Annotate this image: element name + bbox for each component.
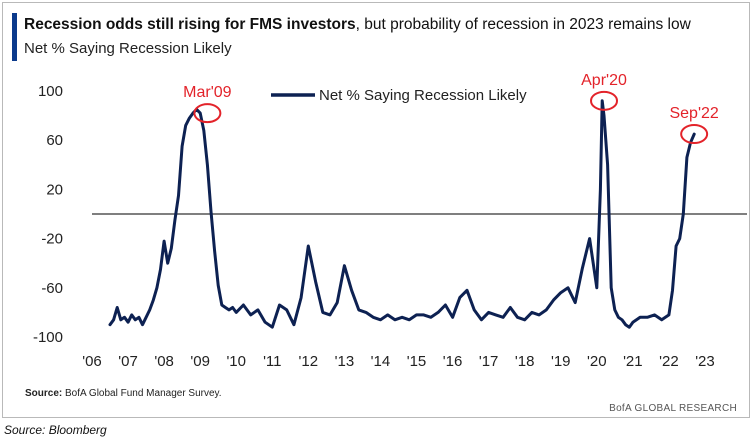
annotation-label: Mar'09 [183,84,232,101]
legend: Net % Saying Recession Likely [271,87,527,104]
x-tick-label: '17 [479,353,499,370]
annotation-label: Apr'20 [581,72,627,89]
title-rest-part: , but probability of recession in 2023 r… [355,16,691,33]
annotation-label: Sep'22 [669,105,718,122]
page-title: Recession odds still rising for FMS inve… [24,16,691,34]
y-axis: 100 60 20 -20 -60 -100 [33,83,63,346]
y-tick-label: 20 [46,181,63,198]
x-tick-label: '23 [695,353,715,370]
annotation-circle [193,103,222,124]
y-tick-label: -60 [41,280,63,297]
x-tick-label: '07 [118,353,138,370]
x-tick-label: '22 [659,353,679,370]
x-tick-label: '15 [407,353,427,370]
x-tick-label: '09 [190,353,210,370]
annotation-circle [590,90,619,111]
x-tick-label: '19 [551,353,571,370]
x-tick-label: '20 [587,353,607,370]
x-tick-label: '12 [299,353,319,370]
y-tick-label: -100 [33,329,63,346]
x-tick-label: '16 [443,353,463,370]
source-text: BofA Global Fund Manager Survey. [62,388,222,399]
source-label: Source: [25,388,63,399]
y-tick-label: 100 [38,83,63,100]
annotations: Mar'09 Apr'20 Sep'22 [183,72,719,145]
chart-frame: Recession odds still rising for FMS inve… [2,2,750,418]
title-bold-part: Recession odds still rising for FMS inve… [24,16,356,33]
x-tick-label: '13 [335,353,355,370]
annotation-circle [680,124,709,145]
chart-subtitle: Net % Saying Recession Likely [24,40,232,57]
x-tick-label: '11 [263,353,281,370]
x-tick-label: '06 [82,353,102,370]
series-line-net-recession-likely [108,99,696,329]
external-source-note: Source: Bloomberg [4,423,107,437]
legend-label: Net % Saying Recession Likely [319,87,527,104]
x-tick-label: '18 [515,353,535,370]
brand-label: BofA GLOBAL RESEARCH [609,403,737,414]
x-axis: '06 '07 '08 '09 '10 '11 '12 '13 '14 '15 '16 '17 '18 '… [82,353,715,370]
y-tick-label: -20 [41,231,63,248]
x-tick-label: '14 [371,353,391,370]
x-tick-label: '10 [226,353,246,370]
y-tick-label: 60 [46,132,63,149]
source-note: Source: BofA Global Fund Manager Survey. [25,388,222,399]
x-tick-label: '08 [154,353,174,370]
x-tick-label: '21 [623,353,643,370]
title-accent-bar [12,13,17,61]
